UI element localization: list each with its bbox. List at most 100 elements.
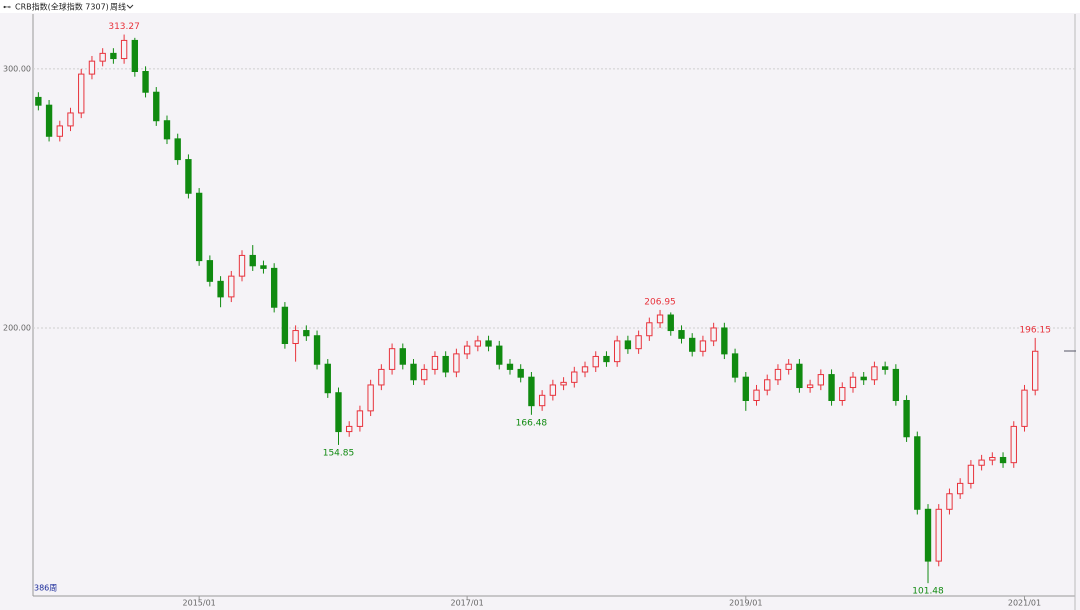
candle-body <box>956 482 964 495</box>
chart-title: CRB指数(全球指数 7307) <box>15 2 109 12</box>
candle-body <box>238 254 246 277</box>
candle-body <box>731 353 739 378</box>
candle-body <box>228 275 235 298</box>
candle-body <box>78 73 85 114</box>
candle-body <box>828 374 835 401</box>
candle-body <box>442 355 449 373</box>
low-label: 154.85 <box>323 448 355 458</box>
candle-body <box>592 355 599 368</box>
candle-body <box>88 60 96 75</box>
candle-body <box>742 376 749 401</box>
candle-body <box>1021 389 1028 427</box>
candle-body <box>399 348 406 365</box>
candle-body <box>356 410 364 427</box>
candle-body <box>624 340 632 350</box>
candle-body <box>313 335 321 365</box>
candle-body <box>656 314 664 324</box>
candle-body <box>753 389 760 401</box>
candle-body <box>506 363 514 370</box>
candle-body <box>195 192 203 262</box>
candle-body <box>989 456 996 461</box>
candle-body <box>635 335 642 350</box>
candle-body <box>335 392 342 433</box>
candle-body <box>217 280 224 298</box>
candle-body <box>967 464 975 484</box>
candle-body <box>796 363 803 389</box>
period-select[interactable]: 周线 <box>110 2 126 12</box>
candle-body <box>1010 425 1017 464</box>
dropdown-arrow[interactable] <box>126 4 134 9</box>
candle-body <box>35 96 42 106</box>
candle-body <box>774 368 782 381</box>
candle-body <box>485 340 492 347</box>
candle-body <box>549 384 557 396</box>
candle-body <box>806 384 814 389</box>
candle-body <box>67 112 74 127</box>
high-label: 206.95 <box>644 297 676 307</box>
candle-body <box>710 327 717 342</box>
candle-body <box>764 379 771 391</box>
x-tick-label: 2017/01 <box>450 599 483 608</box>
candle-body <box>689 337 696 352</box>
bar-count: 386周 <box>34 584 57 593</box>
candle-body <box>388 348 396 370</box>
high-label: 313.27 <box>108 22 140 32</box>
tool-icon: ⊷ <box>3 3 11 12</box>
candle-body <box>785 363 792 370</box>
candle-body <box>163 120 171 140</box>
candle-body <box>496 345 503 365</box>
candle-body <box>1032 350 1039 391</box>
candle-body <box>849 376 857 389</box>
candle-body <box>914 436 921 510</box>
candle-body <box>249 254 256 267</box>
x-tick-label: 2015/01 <box>183 599 216 608</box>
candle-body <box>324 363 331 394</box>
candle-body <box>260 265 267 269</box>
candle-body <box>903 399 910 438</box>
candle-body <box>892 368 900 401</box>
candle-body <box>721 327 728 355</box>
candle-body <box>185 159 192 194</box>
candle-body <box>946 493 953 510</box>
candle-body <box>999 456 1007 464</box>
candle-body <box>463 345 471 355</box>
candle-body <box>346 425 353 433</box>
candle-body <box>646 322 653 337</box>
candle-body <box>603 355 610 363</box>
candle-body <box>924 508 932 562</box>
candle-body <box>667 314 674 332</box>
candle-body <box>142 71 149 93</box>
y-tick-label: 200.00 <box>3 323 31 332</box>
candle-body <box>839 387 846 401</box>
candle-body <box>270 267 278 308</box>
candle-body <box>131 39 139 73</box>
candle-body <box>431 355 439 370</box>
candle-body <box>613 340 621 363</box>
candle-body <box>421 368 428 381</box>
candle-body <box>817 374 825 386</box>
candle-body <box>453 353 460 373</box>
candle-body <box>871 366 878 381</box>
candle-body <box>174 138 181 161</box>
candle-body <box>120 39 128 60</box>
candle-body <box>860 376 867 381</box>
high-label: 196.15 <box>1019 325 1051 335</box>
candle-body <box>110 52 117 60</box>
candle-body <box>153 91 160 122</box>
candle-body <box>571 371 578 383</box>
low-label: 101.48 <box>912 587 944 597</box>
toolbar <box>0 0 1080 13</box>
x-tick-label: 2019/01 <box>729 599 762 608</box>
candle-body <box>56 125 63 137</box>
x-tick-label: 2021/01 <box>1008 599 1041 608</box>
low-label: 166.48 <box>516 418 548 428</box>
candle-body <box>99 52 106 62</box>
candle-body <box>560 381 567 386</box>
candle-body <box>881 366 889 370</box>
candle-body <box>206 260 214 282</box>
candle-body <box>303 330 310 337</box>
y-tick-label: 300.00 <box>3 64 31 73</box>
candle-body <box>378 368 385 386</box>
